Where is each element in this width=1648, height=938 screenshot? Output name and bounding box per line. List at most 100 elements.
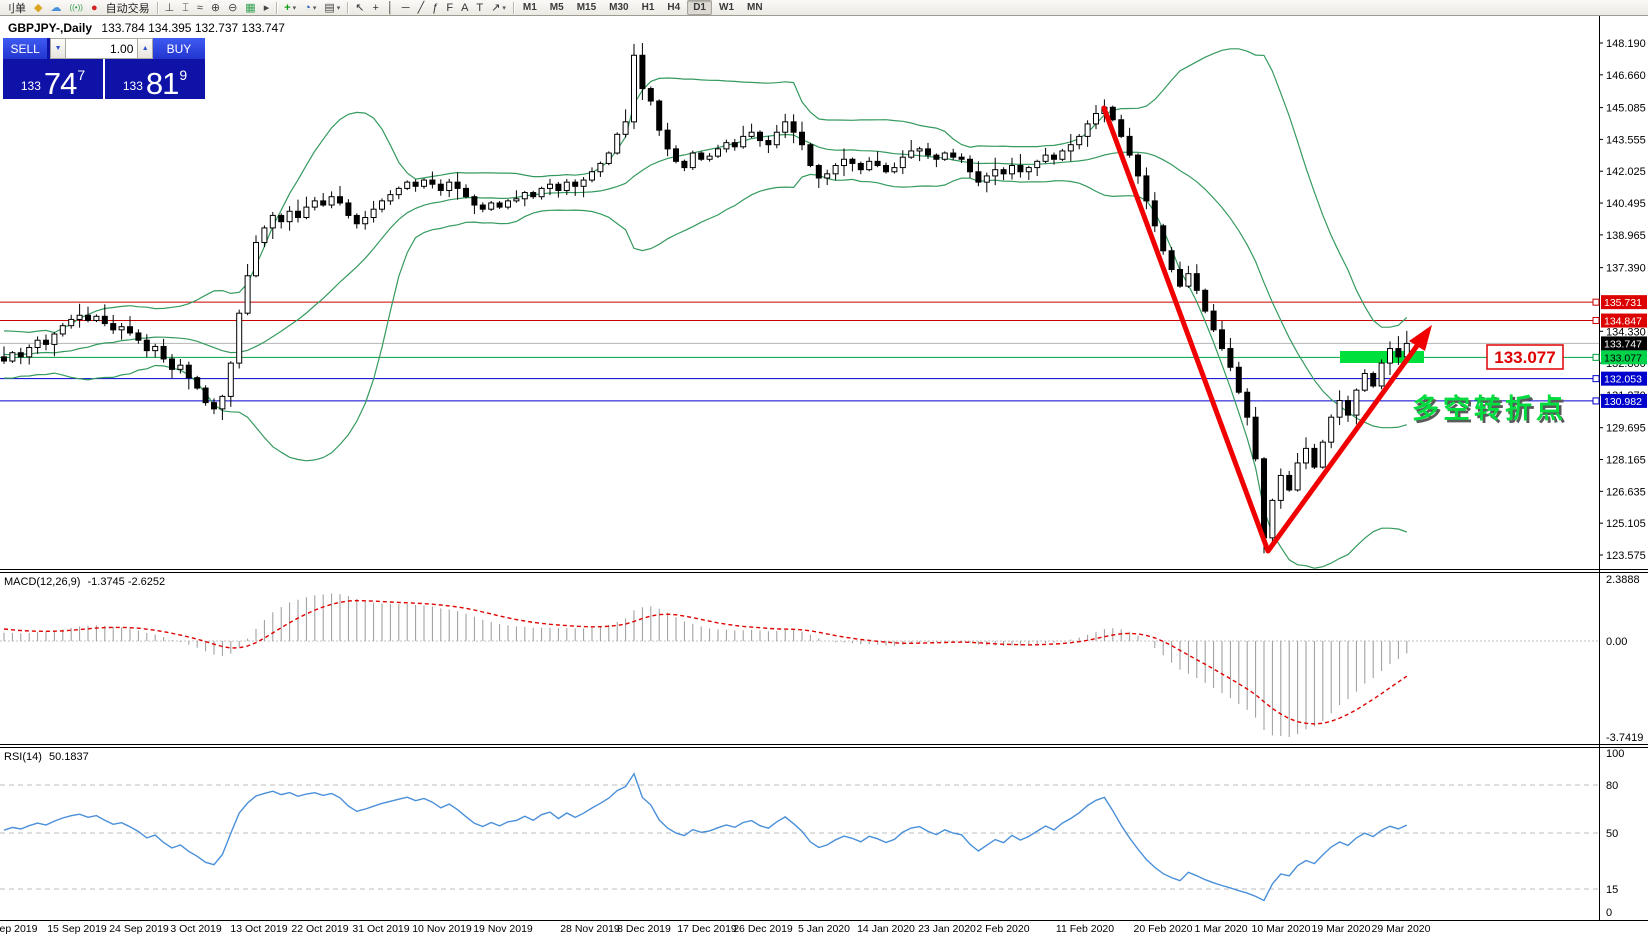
autotrading-icon: ●	[90, 1, 98, 14]
zoom-in-icon[interactable]: ⊕	[207, 1, 224, 15]
svg-text:29 Mar 2020: 29 Mar 2020	[1372, 923, 1431, 935]
timeframe-m30-button[interactable]: M30	[609, 2, 629, 13]
buy-button[interactable]: BUY	[152, 38, 205, 59]
sell-price[interactable]: 133 74 7	[3, 59, 103, 99]
cloud-icon[interactable]: ☁	[46, 1, 65, 15]
macd-label: MACD(12,26,9) -1.3745 -2.6252	[4, 576, 165, 588]
svg-text:5 Jan 2020: 5 Jan 2020	[798, 923, 850, 935]
signal-icon: ((•))	[69, 2, 83, 12]
timeframe-h1-button[interactable]: H1	[641, 2, 655, 13]
timeframe-d1-button[interactable]: D1	[687, 0, 712, 15]
navigator-icon[interactable]: ▸	[260, 1, 274, 15]
sell-price-prefix: 133	[20, 79, 41, 93]
svg-text:2.3888: 2.3888	[1606, 574, 1640, 586]
dropdown-caret-icon[interactable]: ▾	[312, 4, 317, 12]
sell-price-big: 74	[43, 66, 77, 101]
text-icon: A	[461, 1, 469, 14]
svg-text:10 Nov 2019: 10 Nov 2019	[412, 923, 472, 935]
arrows-icon[interactable]: ↗ ▾	[487, 1, 510, 15]
tile-windows-icon[interactable]: ▦	[241, 1, 259, 15]
svg-text:19 Mar 2020: 19 Mar 2020	[1312, 923, 1371, 935]
timeframe-h4-button[interactable]: H4	[667, 2, 681, 13]
timeframe-m15-button[interactable]: M15	[576, 2, 597, 13]
horizontal-line-icon[interactable]: ─	[398, 1, 414, 15]
svg-text:多空转折点: 多空转折点	[1412, 393, 1567, 424]
timeframe-mn-button[interactable]: MN	[747, 2, 763, 13]
periods-clock-icon[interactable]: ◔ ▾	[300, 1, 320, 15]
svg-text:125.105: 125.105	[1606, 518, 1646, 530]
svg-text:146.660: 146.660	[1606, 70, 1646, 82]
sell-button[interactable]: SELL	[3, 38, 48, 59]
volume-decrease-button[interactable]: ▼	[50, 38, 66, 59]
arrows-icon: ↗	[491, 1, 501, 14]
zoom-out-icon[interactable]: ⊖	[224, 1, 241, 15]
svg-text:126.635: 126.635	[1606, 486, 1646, 498]
svg-text:17 Dec 2019: 17 Dec 2019	[677, 923, 737, 935]
macd-name: MACD(12,26,9)	[4, 576, 81, 588]
templates-icon[interactable]: ▤ ▾	[320, 1, 344, 15]
bar-chart-icon: ⊥	[164, 1, 175, 14]
toolbar-separator	[347, 1, 349, 14]
fibonacci-icon[interactable]: ƒ	[428, 1, 442, 15]
rsi-value: 50.1837	[48, 751, 89, 763]
svg-text:15: 15	[1606, 884, 1618, 896]
svg-text:14 Jan 2020: 14 Jan 2020	[857, 923, 915, 935]
timeframe-m5-button[interactable]: M5	[549, 2, 564, 13]
buy-price-prefix: 133	[122, 79, 143, 93]
svg-text:128.165: 128.165	[1606, 455, 1646, 467]
svg-text:123.575: 123.575	[1606, 550, 1646, 562]
crosshair-icon[interactable]: +	[368, 1, 382, 15]
svg-text:143.555: 143.555	[1606, 134, 1646, 146]
cursor-icon[interactable]: ↖	[351, 1, 368, 15]
dropdown-caret-icon[interactable]: ▾	[292, 4, 297, 12]
volume-increase-button[interactable]: ▲	[137, 38, 153, 59]
fibo-fan-icon[interactable]: F	[442, 1, 457, 15]
fibo-fan-icon: F	[446, 1, 454, 14]
signal-icon[interactable]: ((•))	[65, 1, 86, 15]
candlestick-chart-icon: ⌶	[182, 1, 189, 14]
svg-text:19 Nov 2019: 19 Nov 2019	[473, 923, 533, 935]
symbol-period-label: GBPJPY-,Daily	[8, 21, 93, 35]
svg-text:8 Dec 2019: 8 Dec 2019	[617, 923, 671, 935]
text-label-icon[interactable]: T	[472, 1, 487, 15]
new-order-button[interactable]: 刂单	[4, 2, 26, 15]
vertical-line-icon[interactable]: │	[383, 1, 398, 15]
fibonacci-icon: ƒ	[432, 1, 439, 14]
line-chart-icon: ≈	[196, 1, 203, 14]
gold-ingot-icon[interactable]: ◆	[30, 1, 46, 15]
svg-text:80: 80	[1606, 780, 1618, 792]
bar-chart-icon[interactable]: ⊥	[161, 1, 179, 15]
svg-text:13 Oct 2019: 13 Oct 2019	[230, 923, 287, 935]
ohlc-values: 133.784 134.395 132.737 133.747	[101, 21, 285, 35]
trendline-icon[interactable]: ╱	[414, 1, 429, 15]
svg-text:26 Dec 2019: 26 Dec 2019	[733, 923, 793, 935]
toolbar-separator	[276, 1, 278, 14]
macd-values: -1.3745 -2.6252	[87, 576, 166, 588]
candlestick-chart-icon[interactable]: ⌶	[178, 1, 193, 15]
horizontal-line-icon: ─	[401, 1, 410, 14]
timeframe-w1-button[interactable]: W1	[719, 2, 734, 13]
dropdown-caret-icon[interactable]: ▾	[336, 4, 341, 12]
buy-price[interactable]: 133 81 9	[103, 59, 205, 99]
indicators-add-icon[interactable]: + ▾	[280, 1, 300, 15]
svg-text:31 Oct 2019: 31 Oct 2019	[352, 923, 409, 935]
dropdown-caret-icon[interactable]: ▾	[502, 4, 506, 12]
svg-text:134.847: 134.847	[1604, 316, 1642, 328]
autotrading-button[interactable]: 自动交易	[105, 2, 150, 15]
line-chart-icon[interactable]: ≈	[193, 1, 207, 15]
svg-text:142.025: 142.025	[1606, 166, 1646, 178]
crosshair-icon: +	[372, 1, 379, 14]
autotrading-icon[interactable]: ●	[87, 1, 102, 15]
svg-text:Sep 2019: Sep 2019	[0, 923, 38, 935]
vertical-line-icon: │	[386, 1, 394, 14]
volume-input[interactable]: 1.00	[65, 38, 138, 59]
chart-title-line: GBPJPY-,Daily 133.784 134.395 132.737 13…	[8, 21, 285, 35]
rsi-name: RSI(14)	[4, 751, 42, 763]
text-icon[interactable]: A	[457, 1, 472, 15]
svg-text:15 Sep 2019: 15 Sep 2019	[47, 923, 107, 935]
svg-text:2 Feb 2020: 2 Feb 2020	[976, 923, 1029, 935]
gold-ingot-icon: ◆	[34, 1, 43, 14]
timeframe-m1-button[interactable]: M1	[522, 2, 537, 13]
svg-text:50: 50	[1606, 828, 1618, 840]
